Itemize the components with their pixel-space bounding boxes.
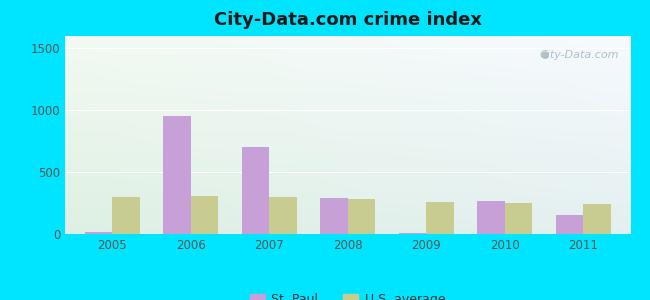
Bar <box>190 196 218 234</box>
Bar <box>505 203 532 234</box>
Bar <box>84 232 112 234</box>
Bar <box>556 215 584 234</box>
Bar <box>269 197 296 234</box>
Bar <box>112 197 140 234</box>
Bar <box>584 204 611 234</box>
Bar <box>426 202 454 234</box>
Bar <box>163 116 190 234</box>
Bar <box>348 199 375 234</box>
Bar <box>320 198 348 234</box>
Title: City-Data.com crime index: City-Data.com crime index <box>214 11 482 29</box>
Text: ●: ● <box>540 50 549 60</box>
Bar <box>477 201 505 234</box>
Legend: St. Paul, U.S. average: St. Paul, U.S. average <box>245 288 450 300</box>
Bar <box>242 147 269 234</box>
Text: City-Data.com: City-Data.com <box>540 50 619 60</box>
Bar <box>399 233 426 234</box>
